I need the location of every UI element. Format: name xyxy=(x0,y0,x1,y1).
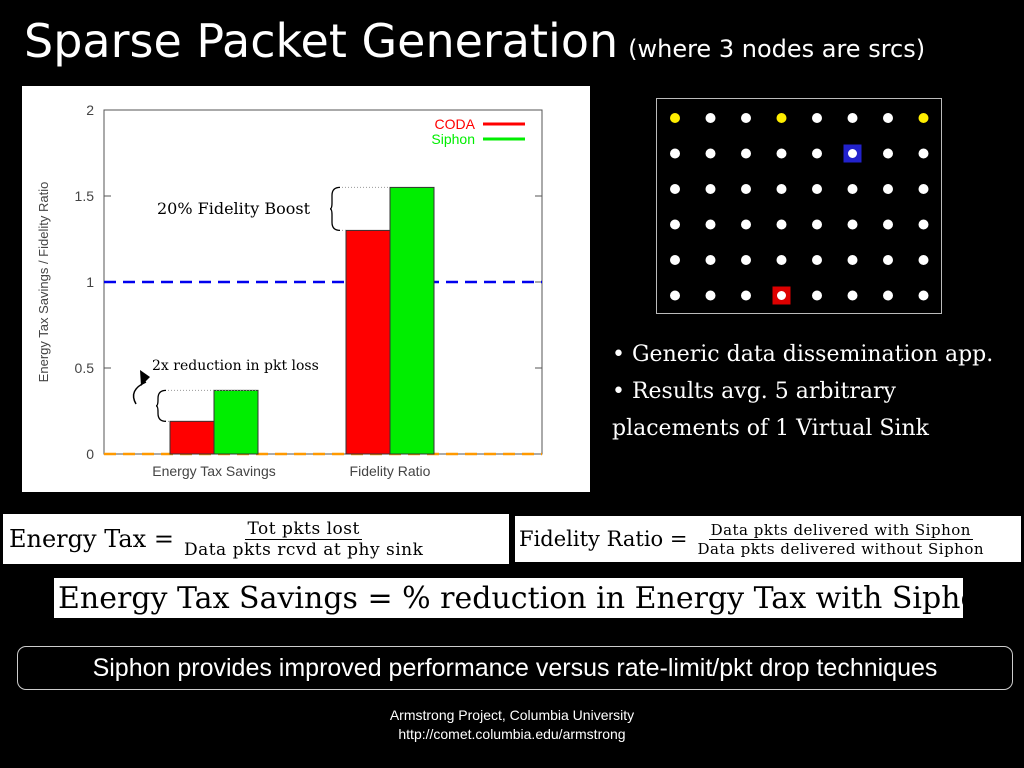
annotation-arrow xyxy=(132,381,147,405)
formula-lhs: Energy Tax = xyxy=(9,525,174,553)
annotation-arrowhead xyxy=(140,370,150,386)
x-tick-label: Energy Tax Savings xyxy=(152,463,275,479)
sensor-node xyxy=(705,113,716,123)
energy-tax-savings-formula: Energy Tax Savings = % reduction in Ener… xyxy=(54,578,963,618)
sensor-node xyxy=(847,290,858,301)
bar-chart-svg: 0 0.5 1 1.5 2 Energy Tax Savings / Fidelity R… xyxy=(36,102,543,479)
sensor-node xyxy=(883,113,893,123)
sensor-node xyxy=(883,148,893,159)
formula-denominator: Data pkts rcvd at phy sink xyxy=(183,539,424,560)
footer-affiliation: Armstrong Project, Columbia University xyxy=(389,707,635,723)
bullet-list: • Generic data dissemination app. • Resu… xyxy=(612,336,1012,447)
sensor-node xyxy=(812,255,822,265)
bar-siphon xyxy=(213,389,259,455)
sensor-node xyxy=(812,219,822,230)
sensor-node xyxy=(741,290,751,301)
sensor-node xyxy=(847,219,858,230)
sensor-node xyxy=(741,184,751,194)
sensor-node xyxy=(776,184,787,194)
sensor-node xyxy=(670,255,680,265)
sensor-node xyxy=(776,148,787,159)
sensor-node xyxy=(918,184,929,194)
y-tick-label: 1.5 xyxy=(75,188,95,204)
source-node xyxy=(918,113,929,123)
bullet-item: • Results avg. 5 arbitrary xyxy=(612,379,896,404)
sensor-node xyxy=(776,290,787,301)
sensor-node xyxy=(847,255,858,265)
sensor-node xyxy=(670,148,680,159)
y-tick-label: 0 xyxy=(86,446,94,462)
sensor-node xyxy=(705,148,716,159)
sensor-node xyxy=(918,219,929,230)
sensor-node xyxy=(918,255,929,265)
sensor-node xyxy=(670,219,680,230)
formula-fraction: Tot pkts lost Data pkts rcvd at phy sink xyxy=(182,519,425,560)
footer-url: http://comet.columbia.edu/armstrong xyxy=(398,726,626,742)
footer: Armstrong Project, Columbia University h… xyxy=(0,706,1024,744)
sensor-node xyxy=(918,290,929,301)
annotation-brace xyxy=(155,389,167,422)
legend-label: CODA xyxy=(435,116,476,132)
legend-label: Siphon xyxy=(431,131,475,147)
fidelity-ratio-formula: Fidelity Ratio = Data pkts delivered wit… xyxy=(515,516,1021,562)
bullet-item: • Generic data dissemination app. xyxy=(612,342,994,367)
formula-fraction: Data pkts delivered with Siphon Data pkt… xyxy=(695,521,986,558)
sensor-node xyxy=(776,219,787,230)
annotation-label: 20% Fidelity Boost xyxy=(157,199,311,218)
sensor-node xyxy=(883,255,893,265)
annotation-brace xyxy=(329,186,341,232)
bar-coda xyxy=(169,420,215,455)
x-tick-label: Fidelity Ratio xyxy=(350,463,431,479)
summary-callout-text: Siphon provides improved performance ver… xyxy=(92,653,938,682)
node-grid xyxy=(656,98,942,314)
sensor-node xyxy=(847,148,858,159)
sensor-node xyxy=(812,290,822,301)
bar-siphon xyxy=(389,186,435,455)
sensor-node xyxy=(918,148,929,159)
sensor-node xyxy=(670,184,680,194)
y-tick-label: 0.5 xyxy=(75,360,95,376)
energy-tax-formula: Energy Tax = Tot pkts lost Data pkts rcv… xyxy=(3,514,509,564)
sensor-node xyxy=(705,255,716,265)
sensor-node xyxy=(883,184,893,194)
bullet-item: placements of 1 Virtual Sink xyxy=(612,416,929,441)
sensor-node xyxy=(705,219,716,230)
source-node xyxy=(776,113,787,123)
sensor-node xyxy=(776,255,787,265)
source-node xyxy=(670,113,680,123)
y-tick-label: 1 xyxy=(86,274,94,290)
formula-numerator: Data pkts delivered with Siphon xyxy=(708,520,973,540)
slide-subtitle: (where 3 nodes are srcs) xyxy=(628,35,926,63)
sensor-node xyxy=(883,290,893,301)
formula-lhs: Fidelity Ratio = xyxy=(519,527,688,551)
sensor-node xyxy=(705,290,716,301)
summary-callout: Siphon provides improved performance ver… xyxy=(17,646,1013,690)
sensor-node xyxy=(812,184,822,194)
formula-denominator: Data pkts delivered without Siphon xyxy=(697,539,985,558)
sensor-node xyxy=(741,113,751,123)
slide-title: Sparse Packet Generation xyxy=(24,14,619,68)
formula-text: Energy Tax Savings = % reduction in Ener… xyxy=(58,580,963,616)
sensor-node xyxy=(812,113,822,123)
sensor-node xyxy=(847,184,858,194)
y-axis-label: Energy Tax Savings / Fidelity Ratio xyxy=(36,182,51,383)
sensor-node xyxy=(705,184,716,194)
annotation-label: 2x reduction in pkt loss xyxy=(152,358,319,374)
sensor-node xyxy=(883,219,893,230)
formula-numerator: Tot pkts lost xyxy=(245,518,362,540)
node-grid-svg xyxy=(670,113,929,305)
sensor-node xyxy=(741,255,751,265)
sensor-node xyxy=(812,148,822,159)
sensor-node xyxy=(741,219,751,230)
sensor-node xyxy=(670,290,680,301)
slide-title-block: Sparse Packet Generation (where 3 nodes a… xyxy=(24,14,925,68)
sensor-node xyxy=(847,113,858,123)
y-tick-label: 2 xyxy=(86,102,94,118)
bar-coda xyxy=(345,229,391,455)
bar-chart: 0 0.5 1 1.5 2 Energy Tax Savings / Fidelity R… xyxy=(22,86,590,492)
sensor-node xyxy=(741,148,751,159)
